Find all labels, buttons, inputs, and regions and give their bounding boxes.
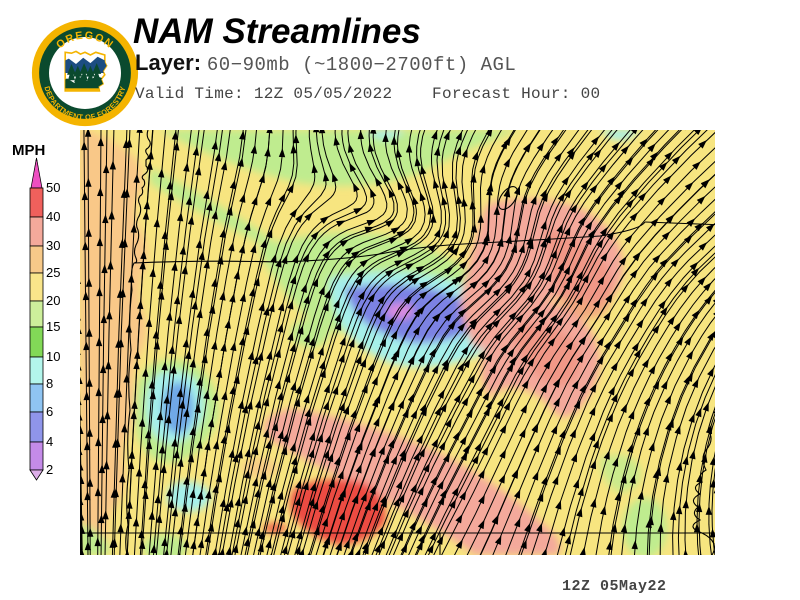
svg-text:MPH: MPH (12, 142, 45, 159)
svg-text:15: 15 (46, 319, 60, 334)
svg-text:20: 20 (46, 293, 60, 308)
svg-text:50: 50 (46, 180, 60, 195)
svg-text:40: 40 (46, 209, 60, 224)
svg-text:30: 30 (46, 238, 60, 253)
svg-text:8: 8 (46, 376, 53, 391)
svg-text:6: 6 (46, 404, 53, 419)
svg-text:2: 2 (46, 462, 53, 477)
svg-text:10: 10 (46, 349, 60, 364)
svg-text:25: 25 (46, 265, 60, 280)
svg-text:4: 4 (46, 434, 53, 449)
